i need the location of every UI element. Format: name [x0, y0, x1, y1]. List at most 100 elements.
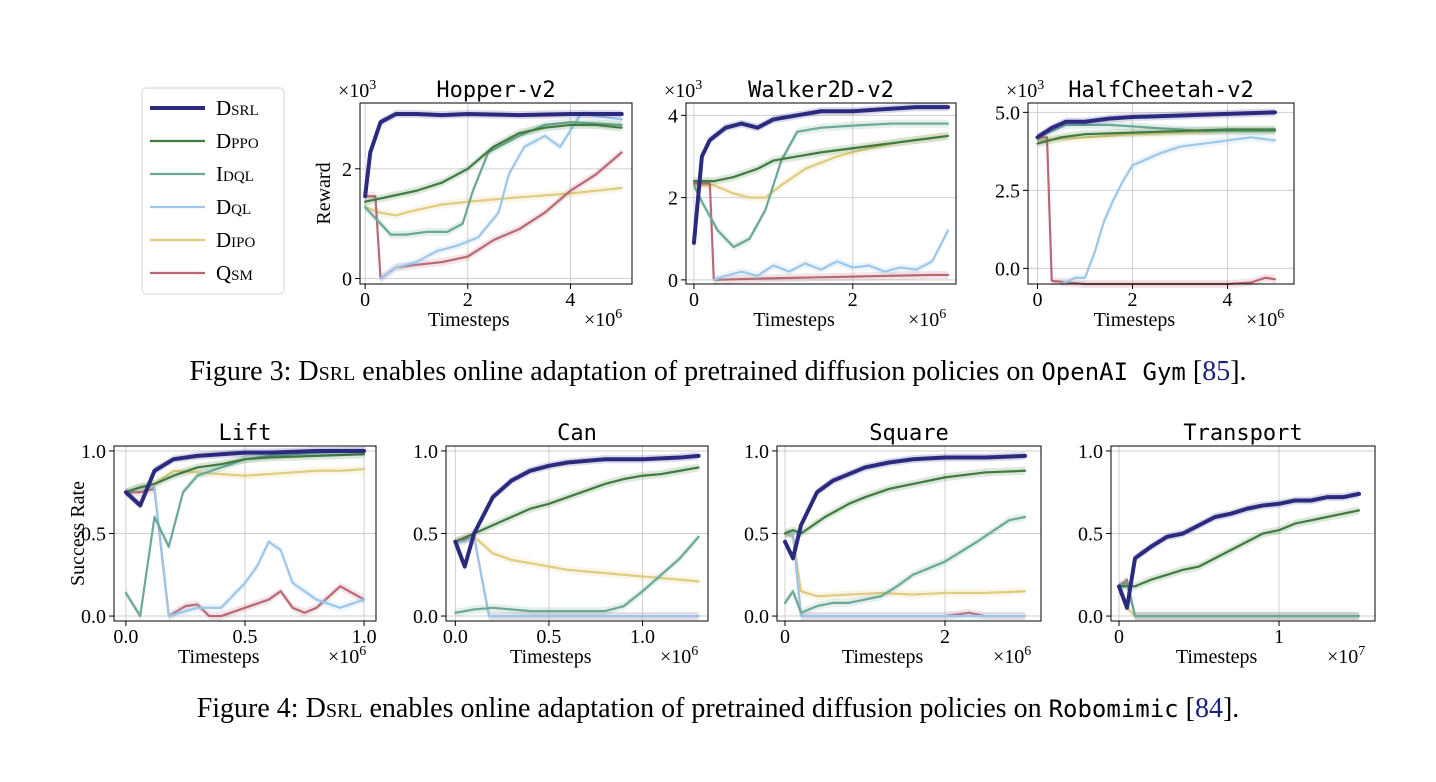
series-line-dsrl — [123, 448, 367, 508]
x-tick-label: 4 — [1223, 289, 1233, 311]
legend-label-dppo: Dppo — [216, 129, 259, 153]
chart-title: Walker2D-v2 — [748, 78, 894, 103]
series-band-dppo — [1037, 125, 1275, 148]
x-tick-label: 0 — [780, 626, 790, 648]
x-axis-label: Timesteps — [178, 646, 260, 668]
x-tick-label: 0.5 — [536, 626, 561, 648]
x-multiplier: ×106 — [1246, 307, 1284, 331]
series-band-dsrl — [785, 451, 1025, 563]
x-multiplier: ×106 — [328, 644, 366, 668]
series-line-dppo — [1117, 509, 1361, 588]
series-band-dipo — [125, 465, 365, 497]
y-axis-label: Reward — [313, 162, 335, 224]
x-tick-label: 2 — [1128, 289, 1138, 311]
x-axis-label: Timesteps — [428, 309, 510, 331]
legend-label-dsrl: Dsrl — [216, 96, 259, 120]
x-axis-label: Timesteps — [753, 309, 835, 331]
x-axis-label: Timesteps — [510, 646, 592, 668]
plot-frame — [1027, 102, 1295, 285]
series-line-dsrl — [691, 105, 951, 245]
series-line-idql — [783, 515, 1027, 614]
chart-panel-can: 0.0 0.5 1.0 0.0 0.5 1.0 Can Timesteps ×106 — [413, 421, 709, 668]
series-line-dipo — [1117, 585, 1361, 618]
chart-title: Hopper-v2 — [436, 78, 555, 103]
x-tick-label: 0.0 — [443, 626, 468, 648]
series-line-dppo — [364, 123, 623, 203]
y-tick-label: 0.5 — [81, 524, 106, 546]
plot-frame — [359, 102, 633, 285]
caption-method: Dsrl — [305, 693, 363, 724]
x-tick-label: 0 — [1114, 626, 1124, 648]
x-tick-label: 1 — [1274, 626, 1284, 648]
series-line-dsrl — [453, 453, 701, 569]
series-band-dipo — [785, 529, 1025, 601]
y-tick-label: 5.0 — [995, 102, 1020, 124]
series-band-dipo — [455, 532, 699, 586]
series-line-dql — [712, 229, 950, 281]
y-multiplier: ×103 — [338, 78, 376, 102]
series-line-dql — [454, 535, 700, 618]
caption-text: enables online adaptation of pretrained … — [362, 693, 1049, 724]
y-axis-label: Success Rate — [67, 481, 89, 586]
series-line-dsrl — [1035, 110, 1277, 140]
figure-4-caption: Figure 4: Dsrl enables online adaptation… — [0, 693, 1436, 725]
caption-bracket-close: ]. — [1230, 356, 1247, 387]
caption-benchmark: Robomimic — [1048, 695, 1179, 723]
legend-label-dipo: Dipo — [216, 228, 256, 252]
series-line-dql — [1060, 136, 1277, 286]
x-tick-label: 0.5 — [233, 626, 258, 648]
caption-prefix: Figure 4: — [196, 693, 306, 724]
series-line-dql — [379, 112, 623, 280]
series-line-dipo — [783, 532, 1027, 598]
legend-label-dql: Dql — [216, 195, 251, 219]
x-tick-label: 1.0 — [352, 626, 377, 648]
x-multiplier: ×106 — [908, 307, 946, 331]
series-line-dql — [783, 532, 1027, 618]
series-line-qsm — [1036, 136, 1277, 286]
y-tick-label: 2 — [342, 159, 352, 181]
legend-label-qsm: Qsm — [216, 261, 253, 285]
series-line-idql — [364, 121, 623, 236]
caption-citation-link[interactable]: 85 — [1202, 356, 1231, 387]
chart-panel-hopper-v2: 0 2 4 0 2 Hopper-v2 Timesteps ×106 ×103 Reward — [313, 78, 633, 331]
x-tick-label: 4 — [565, 289, 575, 311]
series-band-dql — [125, 483, 365, 621]
series-line-idql — [1036, 123, 1277, 139]
series-line-idql — [1117, 581, 1361, 618]
series-line-dppo — [692, 134, 950, 183]
x-axis-label: Timesteps — [842, 646, 924, 668]
x-tick-label: 0 — [689, 289, 699, 311]
series-line-dppo — [454, 466, 700, 543]
y-tick-label: 1.0 — [1078, 441, 1103, 463]
series-band-dppo — [785, 466, 1025, 538]
chart-title: Lift — [219, 421, 272, 446]
x-tick-label: 0 — [360, 289, 370, 311]
x-tick-label: 2 — [940, 626, 950, 648]
y-tick-label: 0.5 — [413, 524, 438, 546]
caption-citation-link[interactable]: 84 — [1194, 693, 1223, 724]
series-line-qsm — [1117, 578, 1361, 618]
series-line-idql — [454, 535, 700, 614]
series-band-dipo — [365, 184, 622, 220]
series-line-dql — [1117, 581, 1361, 618]
x-tick-label: 0 — [1033, 289, 1043, 311]
series-band-dsrl — [1119, 489, 1359, 612]
x-multiplier: ×106 — [660, 644, 698, 668]
caption-bracket-close: ]. — [1222, 693, 1240, 724]
legend-frame — [141, 87, 285, 295]
y-tick-label: 1.0 — [413, 441, 438, 463]
series-band-dppo — [1119, 506, 1359, 591]
series-line-dsrl — [783, 453, 1027, 561]
figure-3-caption: Figure 3: Dsrl enables online adaptation… — [0, 356, 1436, 388]
x-tick-label: 2 — [848, 289, 858, 311]
x-multiplier: ×107 — [1327, 644, 1365, 668]
x-multiplier: ×106 — [993, 644, 1031, 668]
caption-bracket-open: [ — [1185, 356, 1203, 387]
y-tick-label: 0.0 — [413, 606, 438, 628]
y-tick-label: 2 — [668, 188, 678, 210]
series-band-dsrl — [365, 109, 622, 201]
x-tick-label: 1.0 — [630, 626, 655, 648]
series-line-dppo — [783, 469, 1027, 535]
series-band-dsrl — [125, 446, 365, 510]
